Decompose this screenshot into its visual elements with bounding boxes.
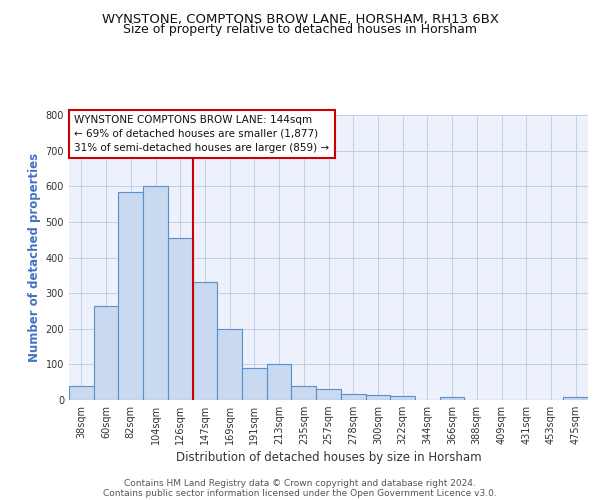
Bar	[316, 388, 341, 400]
Bar	[440, 397, 464, 400]
Bar	[118, 192, 143, 400]
Text: WYNSTONE, COMPTONS BROW LANE, HORSHAM, RH13 6BX: WYNSTONE, COMPTONS BROW LANE, HORSHAM, R…	[101, 12, 499, 26]
Bar	[193, 282, 217, 400]
Text: Contains public sector information licensed under the Open Government Licence v3: Contains public sector information licen…	[103, 488, 497, 498]
Bar	[341, 394, 365, 400]
Bar	[390, 396, 415, 400]
Text: WYNSTONE COMPTONS BROW LANE: 144sqm
← 69% of detached houses are smaller (1,877): WYNSTONE COMPTONS BROW LANE: 144sqm ← 69…	[74, 115, 329, 153]
Bar	[563, 397, 588, 400]
Bar	[69, 386, 94, 400]
Bar	[217, 330, 242, 400]
Bar	[292, 386, 316, 400]
Y-axis label: Number of detached properties: Number of detached properties	[28, 153, 41, 362]
X-axis label: Distribution of detached houses by size in Horsham: Distribution of detached houses by size …	[176, 452, 481, 464]
Bar	[267, 364, 292, 400]
Bar	[168, 238, 193, 400]
Bar	[94, 306, 118, 400]
Text: Size of property relative to detached houses in Horsham: Size of property relative to detached ho…	[123, 22, 477, 36]
Text: Contains HM Land Registry data © Crown copyright and database right 2024.: Contains HM Land Registry data © Crown c…	[124, 478, 476, 488]
Bar	[143, 186, 168, 400]
Bar	[365, 395, 390, 400]
Bar	[242, 368, 267, 400]
